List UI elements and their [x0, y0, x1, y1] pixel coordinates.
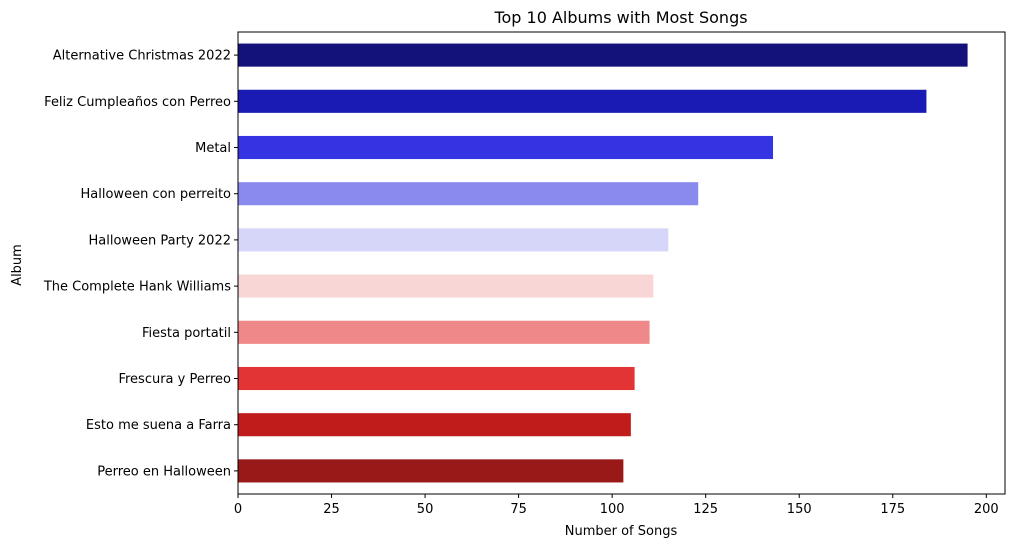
y-axis-ticks: Alternative Christmas 2022 Feliz Cumpleañ… [43, 49, 238, 479]
bar [238, 320, 650, 344]
bar [238, 459, 624, 483]
x-tick-label: 100 [600, 502, 625, 517]
x-axis-ticks: 0 25 50 75 100 125 150 175 200 [234, 494, 999, 517]
bar [238, 43, 968, 67]
y-tick-label: Metal [195, 141, 231, 156]
x-tick-label: 150 [787, 502, 812, 517]
x-tick-label: 125 [693, 502, 718, 517]
y-tick-label: The Complete Hank Williams [43, 280, 231, 295]
x-tick-label: 25 [323, 502, 340, 517]
y-tick-label: Alternative Christmas 2022 [53, 49, 231, 64]
y-tick-label: Esto me suena a Farra [86, 418, 231, 433]
y-tick-label: Halloween con perreito [81, 187, 232, 202]
y-tick-label: Feliz Cumpleaños con Perreo [44, 95, 231, 110]
y-tick-label: Fiesta portatil [142, 326, 231, 341]
bar [238, 274, 654, 298]
bar [238, 228, 669, 252]
bar [238, 89, 927, 113]
x-tick-label: 0 [234, 502, 242, 517]
x-tick-label: 50 [417, 502, 434, 517]
chart-title: Top 10 Albums with Most Songs [493, 8, 747, 27]
bars-group [238, 43, 968, 483]
x-tick-label: 75 [510, 502, 527, 517]
axes-frame [237, 31, 1006, 495]
y-tick-label: Frescura y Perreo [118, 372, 231, 387]
x-tick-label: 175 [880, 502, 905, 517]
bar [238, 182, 699, 206]
axes-border [237, 31, 1006, 495]
y-axis-label: Album [10, 244, 25, 286]
y-tick-label: Perreo en Halloween [97, 464, 231, 479]
bar [238, 413, 631, 437]
x-axis-label: Number of Songs [565, 524, 678, 539]
bar [238, 135, 774, 160]
x-tick-label: 200 [974, 502, 999, 517]
y-tick-label: Halloween Party 2022 [89, 233, 232, 248]
bar [238, 366, 635, 391]
